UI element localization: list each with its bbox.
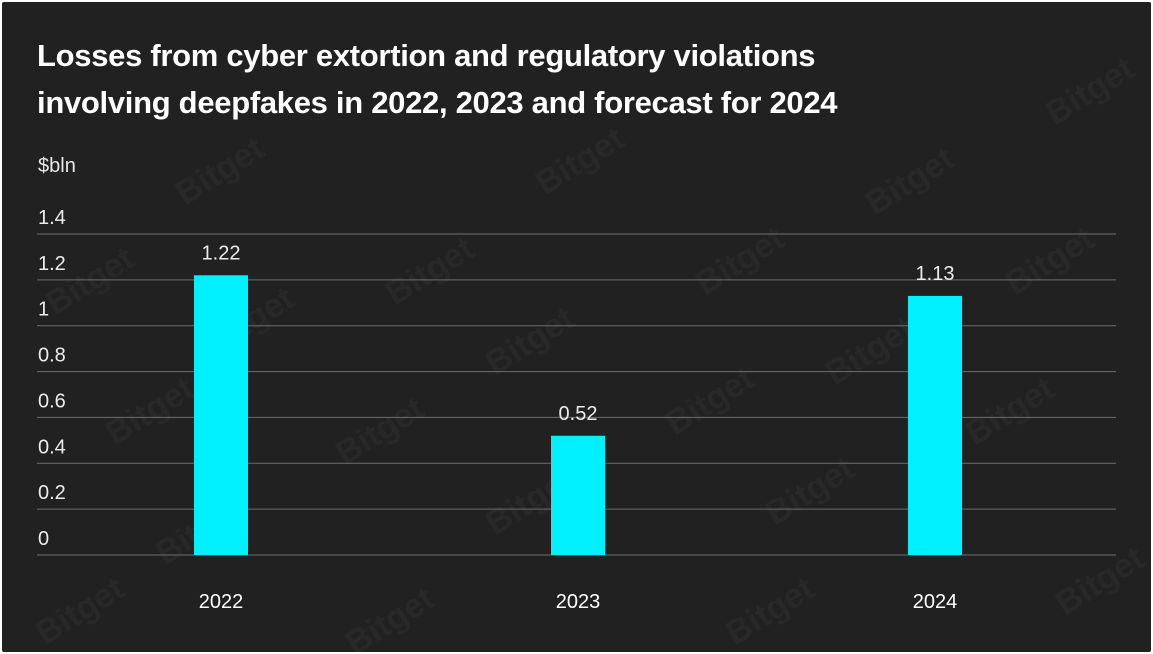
bar-2024	[908, 295, 962, 555]
y-axis-unit-label: $bln	[38, 155, 76, 177]
chart-title: Losses from cyber extortion and regulato…	[37, 32, 1037, 126]
y-tick-label: 0.8	[38, 345, 66, 367]
y-tick-label: 0.4	[38, 436, 66, 458]
data-label: 1.13	[916, 263, 955, 285]
chart-title-line-1: Losses from cyber extortion and regulato…	[37, 38, 816, 73]
bar-2023	[551, 435, 605, 555]
chart-title-line-2: involving deepfakes in 2022, 2023 and fo…	[37, 85, 838, 120]
y-tick-label: 1.4	[38, 207, 66, 229]
y-tick-label: 0	[38, 528, 49, 550]
y-tick-label: 0.2	[38, 482, 66, 504]
x-tick-label: 2023	[556, 591, 601, 613]
data-label: 1.22	[202, 242, 241, 264]
y-tick-label: 0.6	[38, 390, 66, 412]
x-tick-label: 2024	[913, 591, 958, 613]
x-tick-label: 2022	[199, 591, 244, 613]
data-label: 0.52	[559, 403, 598, 425]
bar-2022	[194, 275, 248, 555]
y-tick-label: 1	[38, 299, 49, 321]
y-tick-label: 1.2	[38, 253, 66, 275]
